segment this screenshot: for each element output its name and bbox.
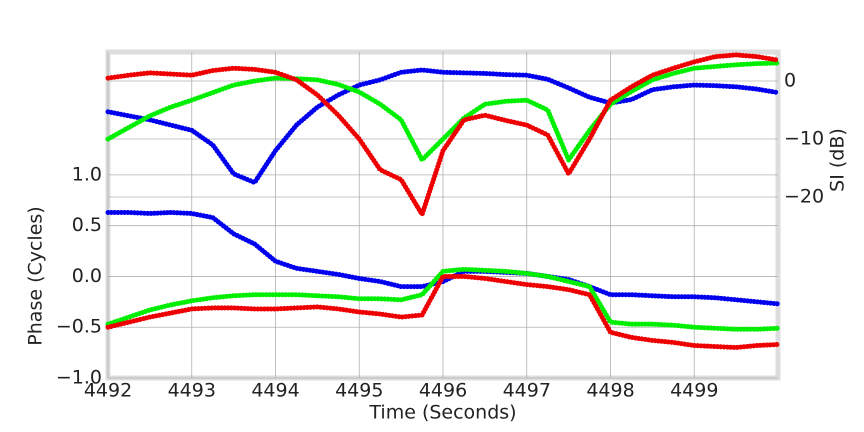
data-line	[105, 60, 781, 163]
y-tick-label: 0.5	[72, 214, 102, 236]
x-tick-label: 4495	[335, 380, 383, 402]
x-tick-label: 4499	[670, 380, 718, 402]
x-axis-title: Time (Seconds)	[368, 402, 516, 424]
x-tick-label: 4492	[84, 380, 132, 402]
y2-axis-title: SI (dB)	[827, 128, 849, 192]
y-axis-title: Phase (Cycles)	[25, 206, 47, 345]
y-tick-label: −0.5	[56, 316, 102, 338]
y-tick-label: −1.0	[56, 367, 102, 389]
y2-tick-label: −10	[784, 128, 824, 150]
data-line	[105, 266, 781, 332]
x-tick-label: 4497	[503, 380, 551, 402]
x-tick-label: 4498	[586, 380, 634, 402]
y-tick-label: 1.0	[72, 163, 102, 185]
x-tick-label: 4494	[251, 380, 299, 402]
x-tick-label: 4496	[419, 380, 467, 402]
y-tick-label: 0.0	[72, 265, 102, 287]
data-line	[105, 52, 781, 217]
y2-tick-label: 0	[784, 70, 796, 92]
x-tick-label: 4493	[168, 380, 216, 402]
y2-tick-label: −20	[784, 186, 824, 208]
data-line	[105, 67, 781, 186]
data-line	[105, 273, 781, 351]
